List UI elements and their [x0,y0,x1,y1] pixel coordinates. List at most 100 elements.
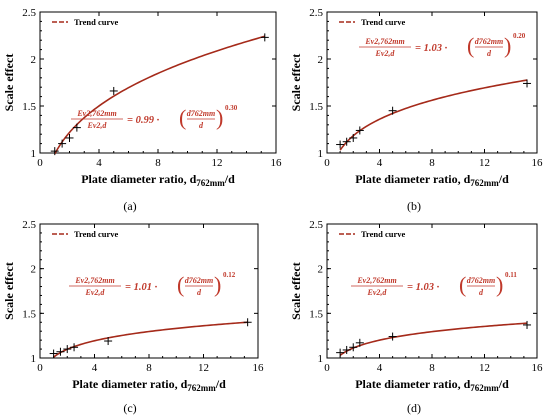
y-tick-label: 2 [318,54,324,66]
paren-right: ) [214,272,221,297]
data-point [388,106,397,115]
data-point [336,140,345,149]
panel-label: (d) [407,401,421,415]
y-tick-label: 2 [31,54,37,66]
equation-rhs-denominator: d [197,288,202,297]
equation-exponent: 0.11 [505,271,517,279]
x-tick-label: 8 [146,362,152,374]
x-tick-label: 16 [532,362,544,374]
y-axis-label: Scale effect [289,262,303,320]
data-point [388,332,397,341]
x-tick-label: 0 [37,157,43,169]
data-point [349,343,358,352]
panel-label: (b) [407,199,421,213]
y-tick-label: 1 [318,148,324,160]
x-tick-label: 16 [532,157,544,169]
chart-panel: 0 4 8 12 16 1 1.5 2 2.5 Plate diameter ratio, d76… [2,219,264,415]
equation-rhs-denominator: d [479,288,484,297]
data-point [50,147,59,156]
y-tick-label: 1.5 [309,308,323,320]
paren-right: ) [216,105,223,130]
x-tick-label: 4 [377,157,383,169]
paren-left: ( [459,272,466,297]
equation-coefficient: = 1.01 · [125,282,158,293]
legend-label: Trend curve [74,229,119,239]
trend-curve [54,35,266,155]
paren-right: ) [504,33,511,58]
data-point [523,320,532,329]
x-axis-label: Plate diameter ratio, d762mm/d [355,377,509,393]
data-point [63,345,72,354]
legend: Trend curve [339,17,406,27]
equation-rhs-numerator: d762mm [185,276,213,285]
equation-coefficient: = 1.03 · [415,43,448,54]
equation-lhs-numerator: Ev2,762mm [356,276,396,285]
plot-frame [39,11,277,154]
data-point [523,79,532,88]
x-tick-label: 8 [429,362,435,374]
equation-coefficient: = 0.99 · [127,115,160,126]
equation-lhs-numerator: Ev2,762mm [74,276,114,285]
y-axis-label: Scale effect [2,262,16,320]
x-tick-label: 0 [324,362,330,374]
x-axis-label: Plate diameter ratio, d762mm/d [355,172,509,188]
y-tick-label: 1 [318,353,324,365]
x-tick-label: 12 [212,157,223,169]
trend-curve [339,322,528,356]
paren-left: ( [467,33,474,58]
legend: Trend curve [52,17,119,27]
equation-lhs-denominator: Ev2,d [85,288,106,297]
data-point [349,133,358,142]
x-tick-label: 4 [92,362,98,374]
y-tick-label: 1 [31,353,37,365]
trend-curve [339,79,528,151]
data-point [104,337,113,346]
x-tick-label: 16 [253,362,265,374]
legend: Trend curve [52,229,119,239]
x-tick-label: 16 [271,157,283,169]
equation-exponent: 0.12 [223,271,236,279]
equation-rhs-numerator: d762mm [475,37,503,46]
data-point [342,345,351,354]
data-point [342,137,351,146]
data-point [72,123,81,132]
data-point [109,86,118,95]
x-tick-label: 8 [429,157,435,169]
equation-rhs-denominator: d [199,121,204,130]
data-point [243,318,252,327]
x-tick-label: 12 [479,362,490,374]
data-point [65,133,74,142]
y-tick-label: 2.5 [22,7,36,19]
y-tick-label: 1.5 [22,308,36,320]
y-tick-label: 2 [31,264,37,276]
paren-left: ( [179,105,186,130]
data-point [70,343,79,352]
trend-curve [53,321,248,358]
x-tick-label: 0 [37,362,43,374]
equation-lhs-denominator: Ev2,d [87,121,108,130]
equation-exponent: 0.20 [513,32,526,40]
equation: Ev2,762mm Ev2,d = 1.03 · (d762mm d) 0.11 [351,271,517,297]
data-point [56,347,65,356]
panel-label: (a) [123,199,136,213]
y-axis-label: Scale effect [2,54,16,112]
chart-panel: 0 4 8 12 16 1 1.5 2 2.5 Plate diameter ratio, d76… [2,7,282,213]
x-tick-label: 12 [198,362,209,374]
equation: Ev2,762mm Ev2,d = 1.03 · (d762mm d) 0.20 [359,32,526,58]
legend: Trend curve [339,229,406,239]
y-tick-label: 1.5 [309,101,323,113]
x-tick-label: 8 [155,157,161,169]
equation-lhs-numerator: Ev2,762mm [76,109,116,118]
y-tick-label: 1 [31,148,37,160]
data-point [260,33,269,42]
y-tick-label: 1.5 [22,101,36,113]
x-axis-label: Plate diameter ratio, d762mm/d [72,377,226,393]
paren-right: ) [496,272,503,297]
chart-panel: 0 4 8 12 16 1 1.5 2 2.5 Plate diameter ratio, d76… [289,7,543,213]
data-point [336,348,345,357]
y-tick-label: 2.5 [22,219,36,231]
equation-rhs-numerator: d762mm [467,276,495,285]
y-axis-label: Scale effect [289,54,303,112]
equation-rhs-denominator: d [487,49,492,58]
y-tick-label: 2.5 [309,7,323,19]
